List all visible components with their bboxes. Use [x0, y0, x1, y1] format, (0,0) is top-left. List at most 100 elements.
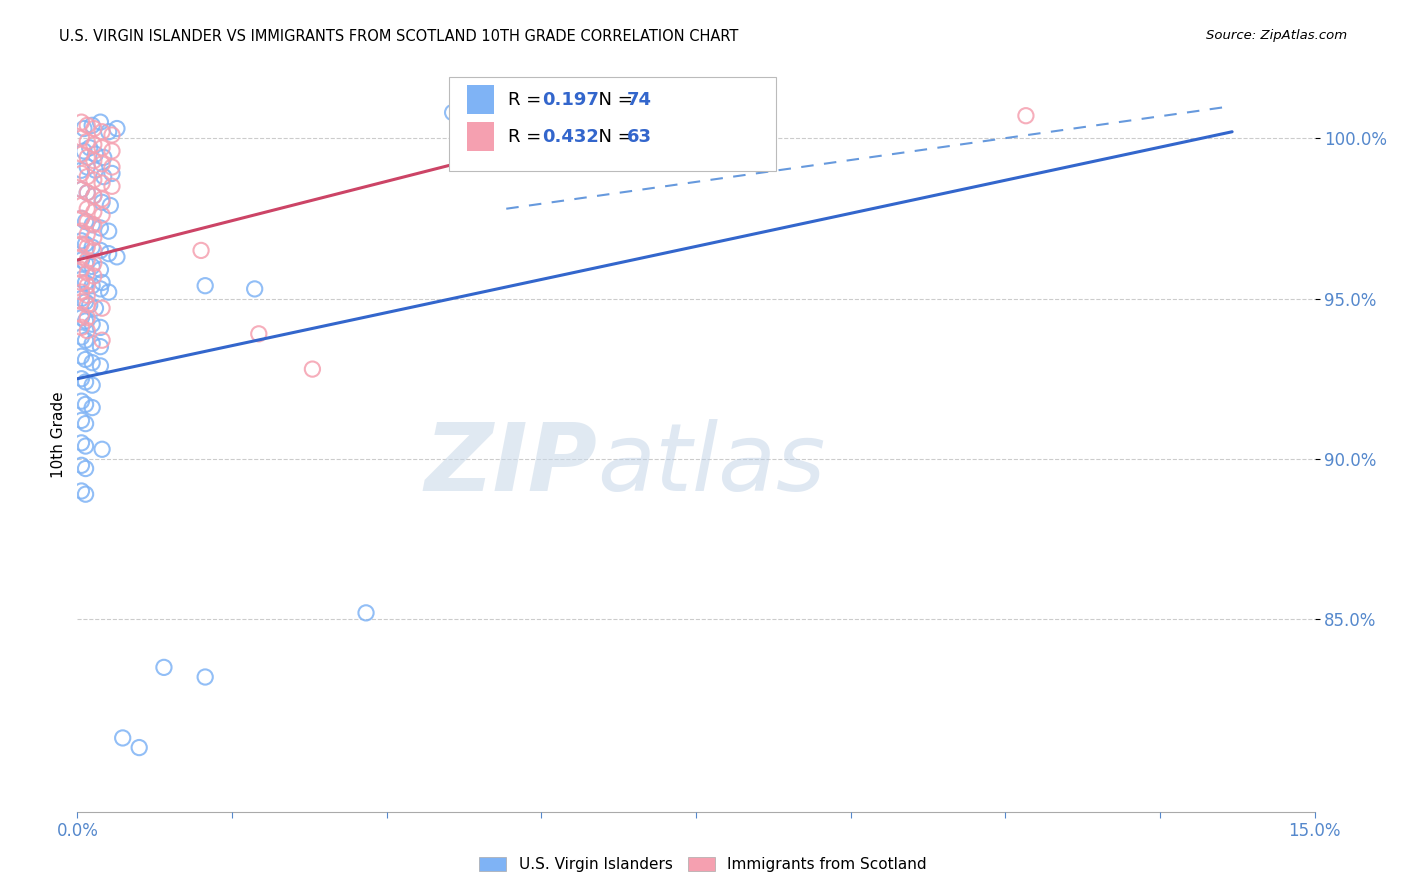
Point: [89, 359, 111, 373]
Point: [73, 121, 96, 136]
Point: [75, 397, 97, 411]
Point: [75, 352, 97, 367]
Point: [70, 294, 93, 309]
Point: [83, 121, 105, 136]
Point: [70, 211, 93, 226]
Point: [79, 141, 101, 155]
Point: [76, 288, 98, 302]
Point: [70, 349, 93, 363]
Point: [73, 144, 96, 158]
Point: [91, 176, 114, 190]
Point: [75, 439, 97, 453]
Point: [83, 173, 105, 187]
Point: [70, 147, 93, 161]
Point: [70, 163, 93, 178]
Point: [83, 230, 105, 244]
Point: [89, 262, 111, 277]
Point: [76, 298, 98, 312]
Text: N =: N =: [588, 91, 638, 109]
Point: [82, 336, 104, 351]
Point: [441, 105, 464, 120]
Point: [105, 250, 128, 264]
Point: [101, 144, 124, 158]
Point: [75, 214, 97, 228]
Point: [70, 250, 93, 264]
Point: [75, 333, 97, 347]
Point: [194, 670, 217, 684]
Point: [75, 256, 97, 270]
Point: [354, 606, 377, 620]
Point: [97, 285, 120, 299]
Point: [82, 278, 104, 293]
Point: [98, 198, 121, 212]
Point: [76, 227, 98, 242]
Point: [75, 461, 97, 475]
Point: [75, 375, 97, 389]
Point: [243, 282, 266, 296]
Point: [84, 301, 107, 315]
Point: [83, 137, 105, 152]
Point: [111, 731, 134, 745]
Text: Source: ZipAtlas.com: Source: ZipAtlas.com: [1206, 29, 1347, 42]
Point: [70, 285, 93, 299]
Point: [93, 150, 115, 164]
Text: R =: R =: [508, 128, 547, 146]
Point: [89, 221, 111, 235]
Point: [1015, 109, 1038, 123]
Point: [76, 150, 98, 164]
Point: [82, 240, 104, 254]
Point: [101, 160, 124, 174]
Text: 0.197: 0.197: [543, 91, 599, 109]
Point: [70, 372, 93, 386]
Legend: U.S. Virgin Islanders, Immigrants from Scotland: U.S. Virgin Islanders, Immigrants from S…: [471, 849, 935, 880]
Text: atlas: atlas: [598, 419, 825, 510]
Text: 0.432: 0.432: [543, 128, 599, 146]
Point: [70, 394, 93, 409]
Point: [76, 186, 98, 200]
Point: [84, 147, 107, 161]
Point: [70, 320, 93, 334]
Point: [83, 189, 105, 203]
Point: [70, 483, 93, 498]
Point: [70, 272, 93, 286]
Point: [76, 202, 98, 216]
FancyBboxPatch shape: [467, 122, 495, 151]
Point: [70, 131, 93, 145]
Point: [101, 166, 124, 180]
Point: [89, 320, 111, 334]
Point: [70, 310, 93, 325]
Point: [76, 278, 98, 293]
Point: [70, 234, 93, 248]
Point: [82, 119, 104, 133]
Point: [70, 413, 93, 427]
Point: [76, 134, 98, 148]
Point: [70, 330, 93, 344]
Point: [70, 115, 93, 129]
Point: [76, 240, 98, 254]
Point: [89, 115, 111, 129]
Point: [75, 314, 97, 328]
Point: [76, 310, 98, 325]
Point: [97, 246, 120, 260]
Point: [76, 214, 98, 228]
Point: [70, 211, 93, 226]
FancyBboxPatch shape: [467, 85, 495, 114]
Point: [91, 141, 114, 155]
Point: [83, 244, 105, 258]
Point: [75, 294, 97, 309]
Point: [70, 308, 93, 322]
Point: [91, 276, 114, 290]
Point: [91, 125, 114, 139]
Point: [83, 205, 105, 219]
Point: [70, 224, 93, 238]
Point: [70, 166, 93, 180]
Point: [247, 326, 270, 341]
Text: R =: R =: [508, 91, 547, 109]
Point: [97, 224, 120, 238]
Point: [70, 458, 93, 473]
Point: [91, 442, 114, 457]
FancyBboxPatch shape: [449, 77, 776, 171]
Point: [91, 301, 114, 315]
Point: [83, 153, 105, 168]
Point: [82, 356, 104, 370]
